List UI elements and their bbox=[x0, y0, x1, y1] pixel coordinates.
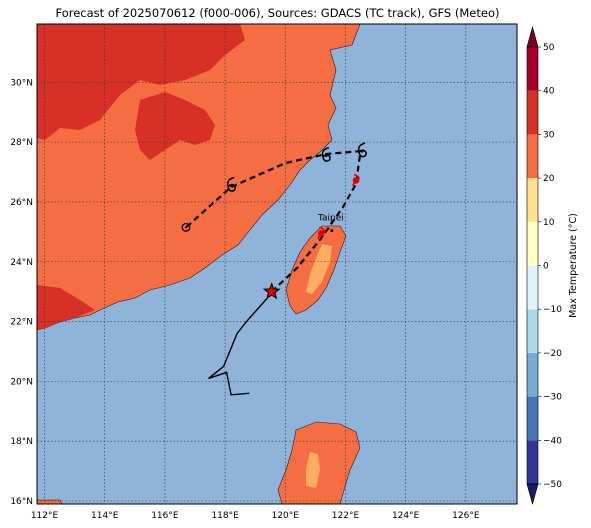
graticule bbox=[37, 24, 517, 504]
axis-ticks: 112°E 114°E 116°E 118°E 120°E 122°E 124°E 126°E… bbox=[10, 78, 480, 521]
tc-warning-marker bbox=[318, 230, 325, 237]
map-frame bbox=[36, 23, 518, 505]
colorbar-bin bbox=[527, 47, 538, 91]
colorbar-max-extension bbox=[526, 25, 539, 48]
colorbar-tick-label: 0 bbox=[543, 262, 549, 272]
colorbar-bin bbox=[527, 221, 538, 266]
lon-tick-label: 126°E bbox=[452, 511, 480, 521]
map-title: Forecast of 2025070612 (f000-006), Sourc… bbox=[55, 6, 500, 20]
map-area: Taipei bbox=[37, 24, 517, 504]
colorbar-tick-label: −30 bbox=[543, 393, 562, 403]
colorbar-label: Max Temperature (°C) bbox=[568, 213, 579, 318]
hot-zone-yangtze bbox=[135, 92, 215, 160]
colorbar-tick-label: 40 bbox=[543, 87, 555, 97]
mainland-china-land bbox=[37, 24, 361, 331]
colorbar-min-extension bbox=[526, 483, 539, 506]
lat-tick-label: 28°N bbox=[10, 138, 33, 148]
lon-tick-label: 116°E bbox=[151, 511, 179, 521]
colorbar: 50 40 30 20 10 0 −10 −20 −30 −40 −50 Max Temperatur… bbox=[526, 25, 579, 506]
colorbar-bin bbox=[527, 178, 538, 222]
lon-tick-label: 112°E bbox=[31, 511, 59, 521]
current-position-star bbox=[262, 282, 281, 300]
city-label: Taipei bbox=[317, 214, 344, 224]
colorbar-tick-label: 20 bbox=[543, 174, 555, 184]
lon-tick-label: 118°E bbox=[211, 511, 239, 521]
colorbar-tick-label: 10 bbox=[543, 218, 555, 228]
taiwan-mountain-zone bbox=[306, 244, 332, 294]
lat-tick-label: 30°N bbox=[10, 78, 33, 88]
cyclone-track: Taipei bbox=[181, 142, 367, 396]
colorbar-bin bbox=[527, 134, 538, 179]
luzon-mountain-zone bbox=[306, 452, 320, 488]
colorbar-bin bbox=[527, 440, 538, 484]
forecast-track-line bbox=[185, 149, 362, 293]
colorbar-bin bbox=[527, 352, 538, 397]
colorbar-tick-label: −10 bbox=[543, 305, 562, 315]
lon-tick-label: 124°E bbox=[392, 511, 420, 521]
storm-center-dot bbox=[229, 183, 233, 187]
colorbar-tick-label: −40 bbox=[543, 436, 562, 446]
low-pressure-center bbox=[184, 226, 187, 229]
lon-tick-label: 114°E bbox=[91, 511, 119, 521]
storm-center-dot bbox=[324, 154, 328, 158]
lat-tick-label: 22°N bbox=[10, 318, 33, 328]
colorbar-tick-label: −50 bbox=[543, 480, 562, 490]
colorbar-tick-label: 50 bbox=[543, 43, 555, 53]
hainan-land bbox=[37, 499, 63, 504]
lat-tick-label: 20°N bbox=[10, 377, 33, 387]
colorbar-bin bbox=[527, 265, 538, 310]
colorbar-tick-label: −20 bbox=[543, 349, 562, 359]
lat-tick-label: 26°N bbox=[10, 198, 33, 208]
colorbar-bin bbox=[527, 396, 538, 441]
lon-tick-label: 122°E bbox=[332, 511, 360, 521]
low-pressure-symbol bbox=[181, 222, 191, 232]
lat-tick-label: 18°N bbox=[10, 437, 33, 447]
lon-tick-label: 120°E bbox=[272, 511, 300, 521]
lat-tick-label: 16°N bbox=[10, 497, 33, 507]
colorbar-bin bbox=[527, 90, 538, 135]
colorbar-tick-label: 30 bbox=[543, 130, 555, 140]
colorbar-bin bbox=[527, 309, 538, 353]
lat-tick-label: 24°N bbox=[10, 258, 33, 268]
past-track-line bbox=[208, 292, 273, 396]
hot-zone-south bbox=[37, 285, 95, 330]
hot-zone-north bbox=[37, 24, 245, 140]
city-dot bbox=[330, 229, 334, 233]
storm-center-dot bbox=[360, 149, 364, 153]
tc-warning-marker bbox=[352, 177, 360, 184]
